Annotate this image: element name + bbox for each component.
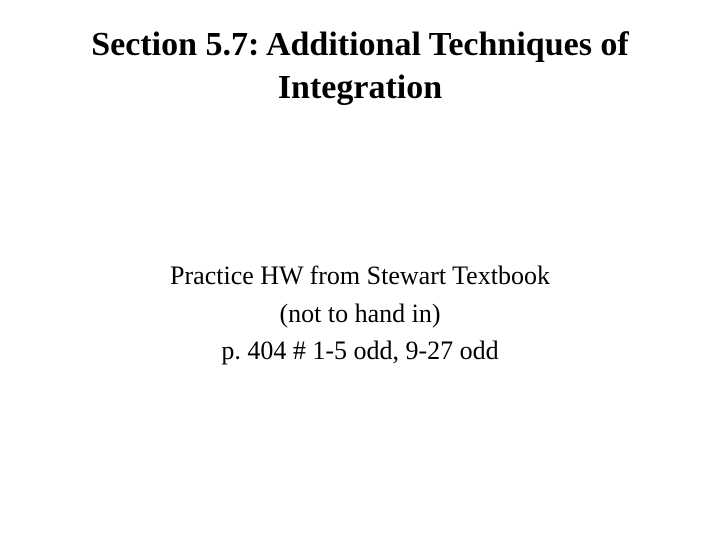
body-line-1: Practice HW from Stewart Textbook [40,257,680,295]
body-line-3: p. 404 # 1-5 odd, 9-27 odd [40,332,680,370]
slide-body: Practice HW from Stewart Textbook (not t… [40,257,680,370]
slide-container: Section 5.7: Additional Techniques of In… [0,0,720,540]
slide-title: Section 5.7: Additional Techniques of In… [40,24,680,109]
body-line-2: (not to hand in) [40,295,680,333]
